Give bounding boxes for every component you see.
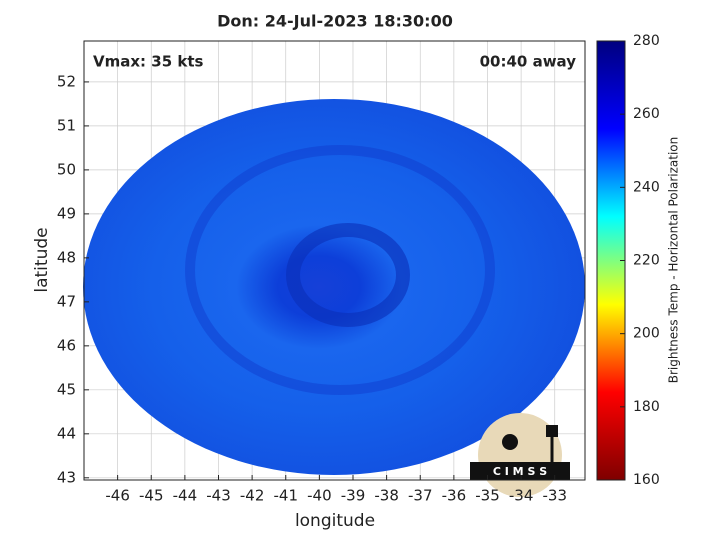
x-tick-label: -41 — [273, 487, 298, 505]
colorbar-tick-label: 280 — [633, 33, 660, 49]
x-tick-label: -34 — [509, 487, 534, 505]
x-tick-label: -44 — [173, 487, 198, 505]
colorbar-tick-label: 240 — [633, 179, 660, 195]
colorbar-tick-label: 220 — [633, 253, 660, 269]
y-tick-label: 44 — [57, 424, 76, 442]
y-tick-label: 49 — [57, 204, 76, 222]
plot-frame — [83, 40, 586, 481]
x-tick-label: -42 — [240, 487, 265, 505]
y-tick-label: 47 — [57, 292, 76, 310]
chart-title: Don: 24-Jul-2023 18:30:00 — [217, 12, 453, 31]
annotation: Vmax: 35 kts — [93, 53, 203, 71]
colorbar-tick-label: 180 — [633, 399, 660, 415]
y-tick-label: 43 — [57, 468, 76, 486]
x-axis-label: longitude — [295, 511, 375, 531]
storm-eye — [286, 223, 410, 327]
satellite-image — [83, 99, 585, 475]
colorbar-label: Brightness Temp - Horizontal Polarizatio… — [667, 137, 681, 384]
x-tick-label: -35 — [475, 487, 500, 505]
x-tick-label: -40 — [307, 487, 332, 505]
annotation: 00:40 away — [480, 53, 577, 71]
logo: C I M S S — [470, 413, 570, 497]
spiral-band — [185, 145, 495, 395]
y-tick-label: 45 — [57, 380, 76, 398]
x-tick-label: -36 — [442, 487, 467, 505]
x-tick-label: -45 — [139, 487, 164, 505]
y-tick-label: 46 — [57, 336, 76, 354]
y-axis-label: latitude — [32, 227, 52, 292]
logo-text: C I M S S — [493, 465, 547, 478]
x-tick-label: -43 — [206, 487, 231, 505]
x-tick-label: -39 — [341, 487, 366, 505]
colorbar-tick-label: 260 — [633, 106, 660, 122]
colorbar-tick-label: 200 — [633, 326, 660, 342]
y-tick-label: 48 — [57, 248, 76, 266]
y-tick-label: 51 — [57, 116, 76, 134]
x-tick-label: -46 — [105, 487, 130, 505]
x-tick-label: -37 — [408, 487, 433, 505]
colorbar-tick-label: 160 — [633, 472, 660, 488]
x-tick-label: -33 — [542, 487, 567, 505]
x-tick-label: -38 — [374, 487, 399, 505]
y-tick-label: 50 — [57, 160, 76, 178]
y-tick-label: 52 — [57, 72, 76, 90]
